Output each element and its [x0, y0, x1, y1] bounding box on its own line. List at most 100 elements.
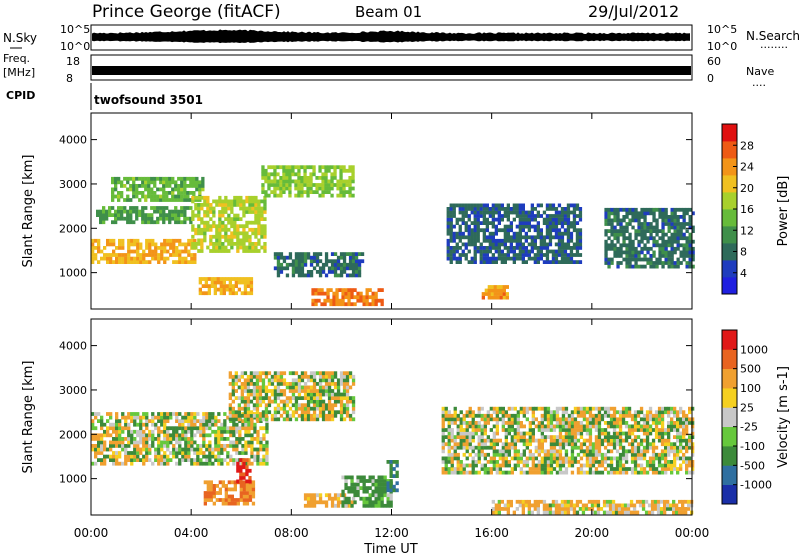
power-cell [127, 246, 131, 250]
velocity-cell [181, 433, 185, 438]
velocity-cell [246, 389, 251, 393]
power-cell [685, 229, 689, 233]
velocity-cell [273, 389, 278, 393]
velocity-cell [495, 452, 499, 457]
power-cell [661, 207, 665, 212]
velocity-cell [513, 445, 517, 450]
velocity-cell [288, 389, 293, 393]
power-cell [563, 210, 568, 215]
power-cell [251, 199, 255, 204]
power-cell [324, 262, 329, 267]
power-cell [613, 250, 617, 255]
velocity-cell [549, 470, 554, 475]
power-cell [190, 238, 194, 243]
power-cell [141, 206, 145, 210]
velocity-cell [124, 444, 128, 448]
velocity-cell [546, 449, 551, 454]
velocity-cell [203, 498, 207, 502]
velocity-cell [492, 438, 496, 443]
velocity-cell [624, 421, 629, 425]
velocity-cell [518, 499, 522, 504]
power-cell [548, 249, 553, 254]
power-cell [311, 298, 315, 303]
velocity-cell [196, 429, 200, 434]
power-cell [227, 206, 231, 211]
power-cell [303, 190, 307, 194]
velocity-cell [549, 438, 554, 443]
velocity-cell [202, 433, 206, 438]
velocity-cell [572, 510, 577, 515]
velocity-cell [169, 412, 173, 416]
velocity-cell [618, 467, 623, 471]
power-cell [115, 260, 119, 264]
power-cell [566, 246, 571, 250]
power-cell [246, 280, 251, 285]
power-cell [530, 235, 534, 240]
velocity-cell [377, 496, 381, 501]
power-cell [652, 250, 656, 255]
power-cell [351, 255, 356, 260]
power-cell [245, 224, 249, 229]
power-cell [174, 198, 178, 202]
power-cell [488, 249, 492, 254]
velocity-cell [386, 481, 390, 486]
power-cell [181, 242, 185, 247]
velocity-cell [465, 428, 469, 432]
power-cell [118, 246, 122, 250]
velocity-cell [569, 499, 574, 504]
velocity-cell [633, 410, 638, 415]
velocity-cell [395, 474, 399, 478]
power-cell [604, 257, 608, 262]
velocity-cell [118, 451, 122, 455]
power-cell [575, 207, 580, 211]
velocity-cell [670, 421, 674, 425]
velocity-cell [688, 463, 692, 468]
velocity-cell [209, 491, 213, 495]
power-cell [198, 277, 202, 281]
velocity-cell [202, 444, 206, 448]
power-cell [257, 206, 261, 211]
velocity-cell [642, 417, 647, 422]
velocity-cell [506, 503, 510, 508]
power-cell [353, 302, 357, 307]
power-cell [551, 203, 556, 208]
power-cell [157, 260, 161, 264]
power-cell [183, 213, 187, 217]
velocity-cell [621, 456, 626, 461]
power-colorbar-swatch [722, 158, 737, 176]
velocity-cell [202, 461, 206, 466]
power-cell [524, 210, 528, 215]
power-cell [380, 288, 384, 292]
velocity-cell [534, 456, 538, 461]
velocity-cell [548, 507, 553, 511]
velocity-cell [226, 461, 230, 466]
power-cell [221, 227, 225, 232]
power-cell [616, 246, 620, 251]
velocity-cell [679, 417, 683, 422]
power-cell [273, 183, 277, 187]
power-cell [174, 180, 178, 185]
velocity-cell [190, 422, 194, 427]
velocity-cell [243, 396, 248, 400]
velocity-cell [279, 392, 284, 397]
power-cell [267, 176, 271, 180]
velocity-cell [542, 499, 547, 504]
power-cell [566, 253, 571, 257]
power-cell [455, 203, 459, 208]
power-cell [162, 191, 166, 195]
velocity-cell [133, 419, 137, 423]
power-cell [461, 221, 465, 225]
velocity-cell [594, 428, 599, 432]
power-cell [204, 280, 208, 285]
power-cell [212, 245, 216, 250]
power-cell [291, 165, 295, 170]
power-cell [248, 227, 252, 232]
velocity-cell [321, 417, 326, 422]
velocity-cell [371, 482, 375, 487]
power-cell [482, 253, 486, 257]
velocity-cell [324, 403, 329, 408]
velocity-cell [252, 413, 257, 418]
power-cell [476, 249, 480, 254]
velocity-cell [597, 452, 602, 457]
power-cell [524, 253, 528, 257]
